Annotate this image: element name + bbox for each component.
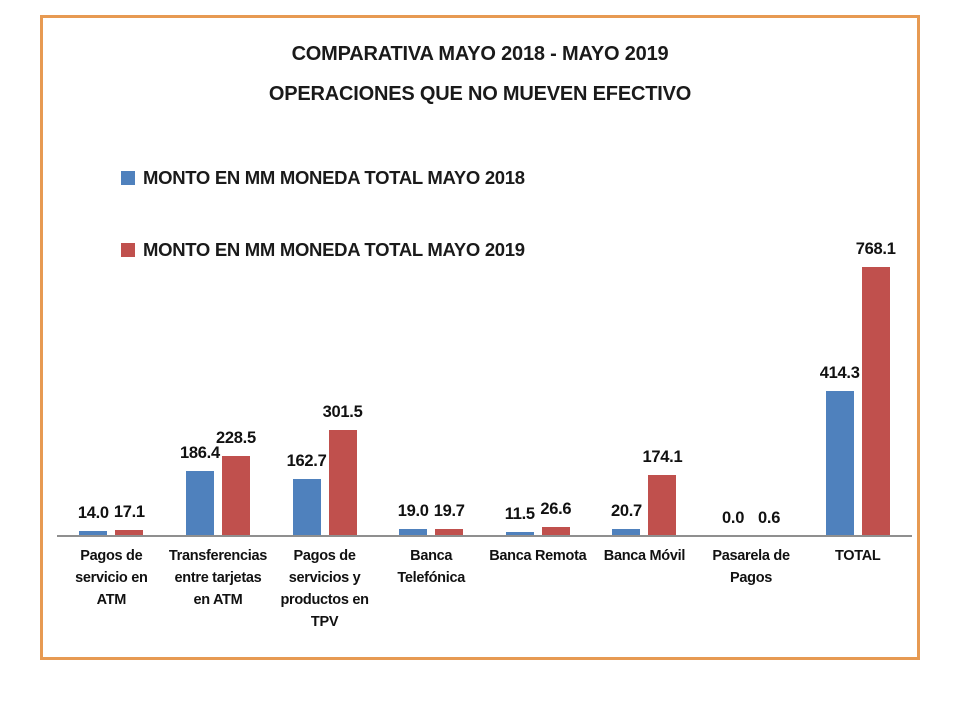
- bar-value-label: 14.0: [77, 504, 109, 523]
- category-label: TOTAL: [834, 548, 881, 564]
- category-label: Transferencias entre tarjetas en ATM: [168, 548, 268, 608]
- bar-group: 17.1: [114, 503, 145, 536]
- bar-value-label: 186.4: [180, 443, 220, 462]
- bar-value-label: 19.0: [397, 502, 429, 521]
- bar-mayo-2018[interactable]: [612, 528, 641, 536]
- bar-mayo-2019[interactable]: [221, 456, 250, 536]
- bar-mayo-2018[interactable]: [79, 531, 108, 536]
- legend-label-mayo-2018: MONTO EN MM MONEDA TOTAL MAYO 2018: [143, 167, 525, 188]
- category-column: 11.5 26.6: [485, 256, 592, 536]
- bar-mayo-2019[interactable]: [861, 267, 890, 536]
- bar-value-label: 162.7: [286, 452, 327, 471]
- chart-title-line1: COMPARATIVA MAYO 2018 - MAYO 2019: [291, 43, 669, 65]
- bar-group: 186.4: [180, 444, 220, 536]
- category-label: Banca Telefónica: [397, 548, 465, 586]
- bar-group: 414.3: [820, 364, 860, 536]
- bar-mayo-2018[interactable]: [399, 529, 428, 536]
- bar-mayo-2018[interactable]: [825, 391, 854, 536]
- category-column: 20.7 174.1: [591, 256, 698, 536]
- category-column: 19.0 19.7: [378, 256, 485, 536]
- chart-title: COMPARATIVA MAYO 2018 - MAYO 2019 OPERAC…: [43, 34, 917, 114]
- legend-label-mayo-2019: MONTO EN MM MONEDA TOTAL MAYO 2019: [143, 239, 525, 260]
- bar-group: 11.5: [505, 505, 535, 536]
- category-column: 14.0 17.1: [58, 256, 165, 536]
- bar-value-label: 414.3: [819, 364, 860, 382]
- bar-value-label: 768.1: [855, 240, 896, 259]
- bar-mayo-2019[interactable]: [435, 529, 464, 536]
- category-column: 162.7 301.5: [271, 256, 378, 536]
- bar-group: 14.0: [78, 504, 109, 536]
- category-label: Banca Móvil: [603, 548, 686, 564]
- legend-item-mayo-2018[interactable]: MONTO EN MM MONEDA TOTAL MAYO 2018: [121, 166, 525, 190]
- category-label: Pagos de servicios y productos en TPV: [280, 548, 369, 630]
- bar-mayo-2019[interactable]: [541, 526, 570, 536]
- bar-value-label: 26.6: [540, 499, 572, 518]
- category-label: Banca Remota: [489, 548, 587, 564]
- bar-value-label: 0.6: [758, 508, 781, 527]
- bar-group: 19.0: [398, 502, 429, 536]
- bar-group: 301.5: [323, 403, 363, 536]
- category-column: 186.4 228.5: [165, 256, 272, 536]
- bar-value-label: 11.5: [504, 504, 535, 523]
- bar-group: 174.1: [643, 448, 683, 536]
- bar-value-label: 174.1: [642, 448, 683, 467]
- bar-group: 768.1: [856, 240, 896, 536]
- bar-group: 162.7: [287, 452, 327, 536]
- x-axis-line: [57, 535, 912, 537]
- bar-value-label: 20.7: [610, 501, 642, 520]
- legend-item-mayo-2019[interactable]: MONTO EN MM MONEDA TOTAL MAYO 2019: [121, 238, 525, 262]
- bar-mayo-2018[interactable]: [185, 470, 214, 536]
- bar-value-label: 301.5: [322, 403, 363, 422]
- bar-value-label: 0.0: [722, 509, 745, 527]
- chart-frame: COMPARATIVA MAYO 2018 - MAYO 2019 OPERAC…: [40, 15, 920, 660]
- legend-swatch-mayo-2018-icon: [121, 171, 135, 185]
- category-column: 414.3 768.1: [804, 240, 911, 536]
- category-label: Pagos de servicio en ATM: [75, 548, 148, 608]
- bar-value-label: 228.5: [216, 429, 256, 448]
- bar-group: 228.5: [216, 429, 256, 536]
- category-column: 0.0 0.6: [698, 256, 805, 536]
- bar-mayo-2018[interactable]: [292, 479, 321, 536]
- bar-mayo-2019[interactable]: [328, 430, 357, 536]
- bar-mayo-2019[interactable]: [648, 475, 677, 536]
- bar-mayo-2019[interactable]: [115, 530, 144, 536]
- bar-group: 20.7: [611, 502, 642, 536]
- bar-value-label: 17.1: [113, 503, 145, 522]
- category-labels: Pagos de servicio en ATM Transferencias e…: [58, 545, 911, 633]
- legend-swatch-mayo-2019-icon: [121, 243, 135, 257]
- legend: MONTO EN MM MONEDA TOTAL MAYO 2018 MONTO…: [121, 166, 525, 310]
- bar-group: 26.6: [540, 500, 572, 536]
- chart-title-line2: OPERACIONES QUE NO MUEVEN EFECTIVO: [268, 83, 692, 105]
- bar-group: 19.7: [434, 502, 465, 536]
- bar-mayo-2018[interactable]: [505, 531, 534, 536]
- bar-value-label: 19.7: [433, 502, 465, 521]
- plot-area: 14.0 17.1 186.4 228.5 162.7 301.5 19.0 19.7 11.5…: [58, 240, 911, 536]
- category-label: Pasarela de Pagos: [712, 548, 790, 586]
